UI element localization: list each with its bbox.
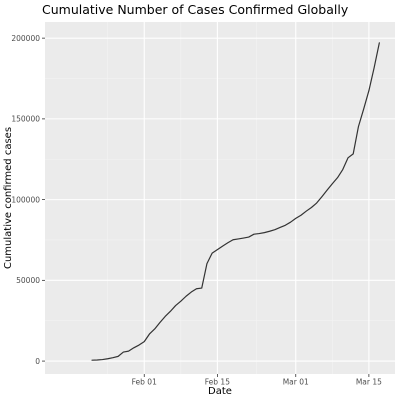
y-tick-label: 100000 [11,195,40,204]
minor-gridlines-y [45,78,395,322]
major-gridlines-y [45,37,395,362]
plot-panel [45,22,395,374]
x-tick-label: Feb 01 [132,378,157,387]
series-line [91,42,380,361]
chart-title: Cumulative Number of Cases Confirmed Glo… [42,2,349,17]
x-tick-label: Feb 15 [205,378,230,387]
series-layer [91,42,380,361]
y-tick-label: 50000 [16,276,40,285]
x-axis-ticks: Feb 01 Feb 15 Mar 01 Mar 15 [132,374,382,387]
minor-gridlines-x [107,22,333,374]
y-tick-label: 200000 [11,34,40,43]
y-axis-title: Cumulative confirmed cases [3,127,14,269]
x-axis-title: Date [208,386,232,397]
y-tick-label: 0 [35,357,40,366]
major-gridlines-x [143,22,370,374]
x-tick-label: Mar 01 [283,378,309,387]
y-tick-label: 150000 [11,115,40,124]
y-axis-ticks: 0 50000 100000 150000 200000 [11,34,45,366]
x-tick-label: Mar 15 [356,378,382,387]
